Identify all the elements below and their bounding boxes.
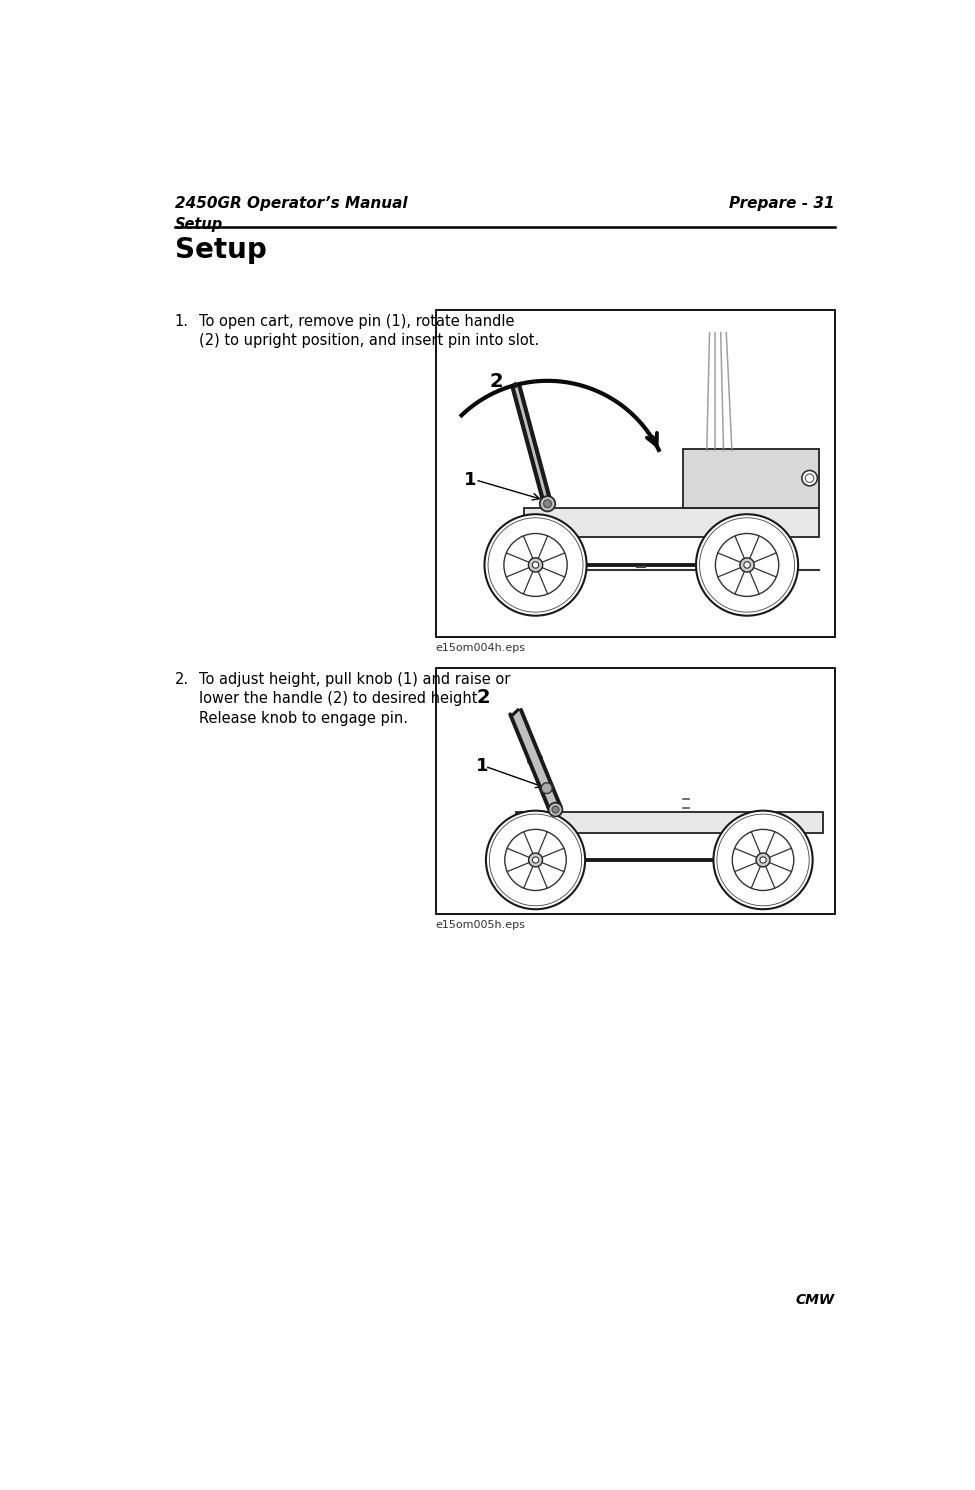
Circle shape bbox=[532, 562, 539, 568]
Text: Prepare - 31: Prepare - 31 bbox=[729, 195, 835, 210]
Circle shape bbox=[504, 533, 567, 596]
Text: e15om005h.eps: e15om005h.eps bbox=[436, 921, 526, 930]
Circle shape bbox=[756, 854, 770, 867]
Circle shape bbox=[532, 857, 538, 863]
Polygon shape bbox=[512, 384, 551, 505]
Text: Setup: Setup bbox=[175, 235, 266, 264]
Circle shape bbox=[528, 557, 543, 572]
Circle shape bbox=[801, 471, 817, 486]
Circle shape bbox=[805, 474, 814, 483]
Text: 2.: 2. bbox=[175, 672, 189, 687]
Bar bbox=[436, 668, 835, 915]
Text: 2: 2 bbox=[489, 371, 503, 390]
Circle shape bbox=[716, 533, 779, 596]
Circle shape bbox=[552, 806, 559, 814]
Bar bbox=[524, 508, 819, 536]
Text: 1.: 1. bbox=[175, 313, 188, 329]
Text: 2450GR Operator’s Manual: 2450GR Operator’s Manual bbox=[175, 195, 408, 210]
Circle shape bbox=[486, 811, 585, 909]
Bar bbox=[516, 812, 823, 833]
Bar bbox=[436, 310, 835, 636]
Circle shape bbox=[740, 557, 755, 572]
Text: 1: 1 bbox=[476, 757, 488, 775]
Text: Setup: Setup bbox=[175, 216, 223, 231]
Circle shape bbox=[714, 811, 812, 909]
Circle shape bbox=[540, 496, 555, 511]
Circle shape bbox=[485, 514, 587, 615]
Circle shape bbox=[528, 854, 542, 867]
Text: e15om004h.eps: e15om004h.eps bbox=[436, 644, 526, 653]
Circle shape bbox=[505, 830, 566, 891]
Text: CMW: CMW bbox=[796, 1293, 835, 1307]
Circle shape bbox=[549, 803, 563, 817]
Circle shape bbox=[732, 830, 794, 891]
Circle shape bbox=[696, 514, 799, 615]
Bar bbox=[683, 448, 819, 508]
Text: To open cart, remove pin (1), rotate handle
(2) to upright position, and insert : To open cart, remove pin (1), rotate han… bbox=[199, 313, 539, 349]
Circle shape bbox=[541, 782, 552, 794]
Polygon shape bbox=[510, 709, 561, 812]
Text: To adjust height, pull knob (1) and raise or
lower the handle (2) to desired hei: To adjust height, pull knob (1) and rais… bbox=[199, 672, 511, 726]
Text: 1: 1 bbox=[464, 471, 476, 489]
Circle shape bbox=[544, 501, 552, 508]
Circle shape bbox=[760, 857, 766, 863]
Text: 2: 2 bbox=[477, 688, 490, 706]
Circle shape bbox=[744, 562, 751, 568]
